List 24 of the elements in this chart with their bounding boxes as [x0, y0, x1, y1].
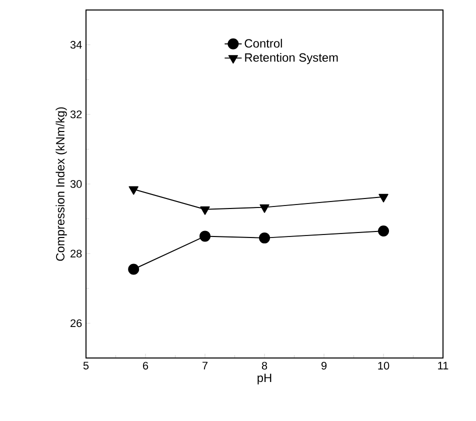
point — [378, 194, 388, 202]
x-tick-label: 9 — [321, 362, 327, 370]
x-tick-label: 6 — [143, 362, 148, 370]
x-tick-label: 10 — [378, 362, 390, 370]
y-tick-label: 26 — [70, 319, 82, 328]
x-axis-title: pH — [258, 374, 272, 384]
point — [128, 186, 138, 195]
point — [128, 264, 140, 275]
y-tick-label: 32 — [70, 110, 82, 118]
x-tick-label: 5 — [83, 362, 89, 370]
point — [200, 206, 210, 215]
x-tick-label: 8 — [262, 362, 268, 370]
y-tick-label: 34 — [70, 40, 82, 49]
y-tick-label: 28 — [70, 250, 82, 258]
point — [260, 204, 270, 213]
point — [378, 225, 390, 236]
legend-label: Control — [244, 38, 282, 48]
x-tick-label: 11 — [438, 362, 448, 370]
legend-label: Retention System — [245, 52, 338, 64]
point — [200, 230, 211, 242]
y-tick-label: 30 — [70, 180, 82, 188]
y-axis-title: Compression Index (kNm/kg) — [56, 107, 67, 261]
point — [259, 232, 270, 244]
x-tick-label: 7 — [202, 362, 208, 370]
